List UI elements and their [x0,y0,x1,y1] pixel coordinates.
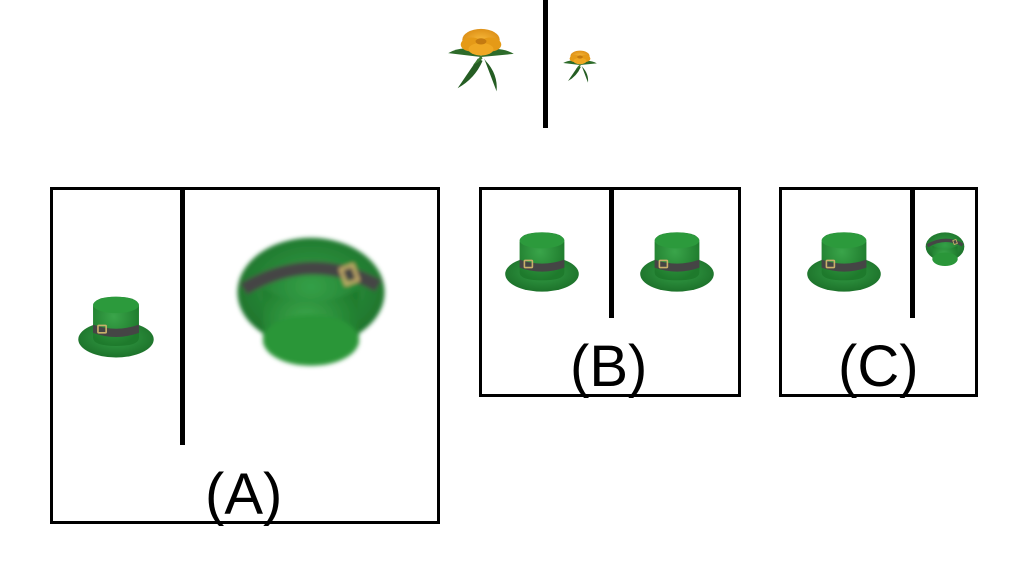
option-a-label: (A) [205,462,283,527]
flower-small-icon [558,45,602,85]
option-a-divider [180,190,185,445]
hat-icon [502,214,582,302]
hat-small-icon [924,228,966,272]
hat-icon [804,214,884,302]
option-c-box[interactable]: (C) [779,187,978,397]
hat-large-blurred-icon [231,220,391,390]
option-c-label: (C) [838,334,919,399]
hat-icon [637,214,717,302]
reference-divider [543,0,548,128]
reference-pair [430,0,610,130]
option-b-divider [609,190,614,318]
flower-icon [436,18,526,96]
option-b-label: (B) [570,334,648,399]
option-c-divider [910,190,915,318]
hat-icon [75,278,157,368]
option-a-box[interactable]: (A) [50,187,440,524]
option-b-box[interactable]: (B) [479,187,741,397]
